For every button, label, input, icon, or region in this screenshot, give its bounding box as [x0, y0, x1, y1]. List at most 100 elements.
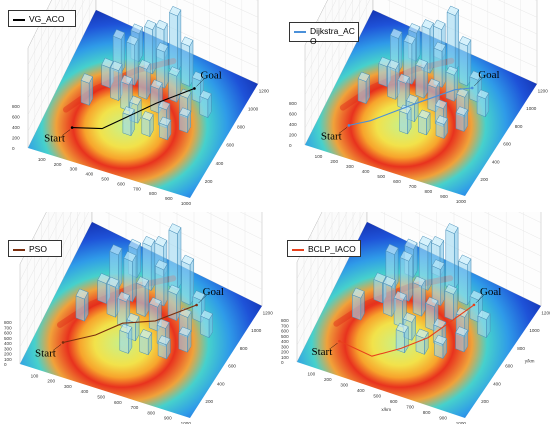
y-tick-label: 800	[515, 124, 523, 129]
y-tick-label: 600	[505, 364, 513, 369]
obstacle-face	[199, 95, 209, 118]
z-tick-label: 100	[281, 355, 289, 360]
obstacle-top	[373, 272, 387, 284]
obstacle-top	[434, 334, 448, 345]
legend: PSO	[8, 240, 62, 257]
obstacle-top	[382, 276, 396, 287]
z-tick-label: 300	[281, 344, 289, 349]
obstacle-top	[397, 73, 410, 84]
y-tick-label: 1000	[529, 328, 540, 333]
z-tick-label: 600	[281, 329, 289, 334]
obstacle-top	[458, 36, 472, 47]
goal-point	[470, 86, 474, 90]
obstacle-top	[139, 329, 153, 340]
y-tick-label: 400	[217, 381, 225, 386]
obstacle-face	[136, 282, 146, 317]
obstacle-face	[80, 79, 90, 106]
obstacle-top	[385, 243, 399, 255]
legend-swatch	[13, 249, 25, 251]
z-tick-label: 600	[4, 331, 12, 336]
obstacle-face	[181, 42, 190, 87]
obstacle-top	[80, 73, 93, 84]
x-tick-label: 600	[114, 400, 122, 405]
gridline	[19, 212, 263, 348]
obstacle-top	[351, 287, 365, 299]
obstacle-face	[357, 78, 367, 104]
obstacle-face	[373, 279, 383, 304]
z-tick-label: 800	[4, 320, 12, 325]
start-leader	[61, 129, 71, 136]
x-tick-label: 500	[377, 174, 385, 179]
legend-label: PSO	[29, 244, 47, 254]
gridline	[296, 212, 542, 313]
x-tick-label: 100	[38, 157, 46, 162]
obstacle-top	[167, 284, 181, 296]
obstacle-top	[415, 328, 429, 339]
gridline	[19, 212, 263, 281]
obstacle-face	[445, 71, 455, 102]
obstacle-face	[97, 279, 107, 304]
obstacle-face	[455, 112, 465, 132]
obstacle-face	[440, 262, 445, 307]
obstacle-top	[434, 99, 448, 109]
x-tick-label: 1000	[181, 201, 192, 206]
obstacle-face	[106, 283, 116, 318]
obstacle-top	[403, 34, 416, 45]
obstacle-face	[178, 113, 188, 134]
obstacle-face	[101, 64, 111, 89]
gridline	[296, 212, 542, 279]
x-tick-label: 700	[409, 184, 417, 189]
obstacle-top	[469, 290, 483, 301]
x-tick-label: 900	[440, 194, 448, 199]
y-tick-label: 800	[240, 346, 248, 351]
obstacle-face	[120, 81, 130, 112]
goal-label: Goal	[480, 286, 501, 298]
obstacle-top	[404, 238, 418, 250]
x-tick-label: 800	[424, 189, 432, 194]
obstacle-top	[157, 335, 171, 346]
obstacle-face	[458, 42, 468, 87]
obstacle-face	[427, 239, 432, 292]
z-tick-label: 200	[281, 350, 289, 355]
obstacle-face	[454, 8, 459, 73]
y-tick-label: 1000	[526, 106, 537, 111]
obstacle-top	[126, 312, 140, 324]
start-label: Start	[321, 130, 342, 142]
obstacle-top	[456, 87, 469, 98]
obstacle-face	[469, 76, 479, 103]
obstacle-face	[192, 296, 202, 323]
obstacle-top	[158, 100, 171, 111]
z-tick-label: 400	[4, 341, 12, 346]
obstacle-top	[408, 23, 421, 34]
goal-leader	[474, 77, 483, 87]
terrain-plot: Start Goal 100 200 300 400 500 600 700 800 900 1000…	[12, 0, 269, 206]
x-tick-label: 400	[357, 388, 365, 393]
obstacle-top	[75, 288, 89, 300]
z-tick-label: 800	[281, 318, 289, 323]
obstacle-top	[136, 276, 150, 287]
start-point	[70, 126, 74, 129]
gridline	[296, 212, 542, 329]
obstacle-face	[191, 77, 201, 104]
z-tick-label: 0	[281, 360, 284, 365]
obstacle-top	[159, 116, 172, 127]
obstacle-face	[393, 297, 403, 328]
x-tick-label: 900	[165, 196, 173, 201]
obstacle-face	[152, 23, 157, 74]
obstacle-face	[138, 65, 148, 100]
obstacle-top	[446, 5, 460, 17]
start-label: Start	[311, 346, 332, 358]
obstacle-face	[141, 117, 151, 137]
obstacle-face	[412, 282, 422, 317]
z-tick-label: 500	[4, 336, 12, 341]
obstacle-top	[357, 71, 370, 82]
goal-point	[195, 303, 198, 307]
obstacle-top	[395, 322, 409, 334]
terrain-surface	[297, 222, 541, 418]
obstacle-top	[141, 111, 154, 121]
obstacle-top	[129, 95, 142, 106]
terrain-surface	[20, 222, 262, 418]
x-tick-label: 300	[340, 382, 348, 387]
goal-point	[472, 303, 476, 307]
legend: Dijkstra_AC O	[289, 22, 359, 46]
